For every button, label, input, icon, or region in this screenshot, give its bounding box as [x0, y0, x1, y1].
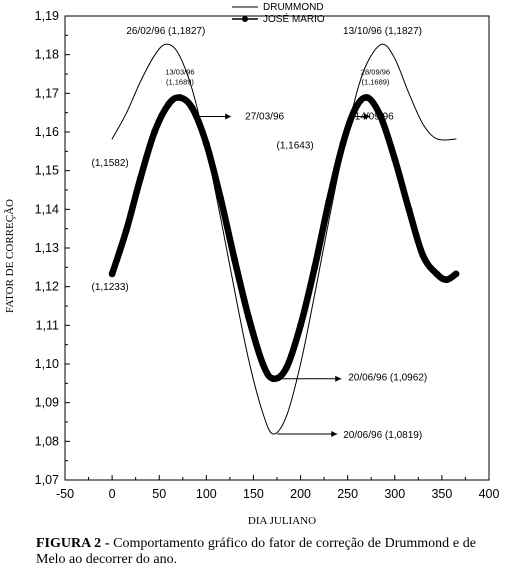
x-tick-label: 100: [196, 487, 217, 501]
data-point: [443, 276, 450, 284]
annotation-label: (1,1233): [91, 282, 128, 293]
annotation-label: 13/10/96 (1,1827): [343, 26, 422, 37]
y-tick-label: 1,17: [35, 86, 59, 100]
annotations: 26/02/96 (1,1827)13/03/96(1,1689)27/03/9…: [91, 26, 427, 441]
legend: DRUMMOND JOSÉ MARIO: [232, 2, 325, 25]
data-point: [202, 140, 210, 148]
data-point: [325, 198, 333, 206]
y-axis: 1,07 1,08 1,09 1,10 1,11 1,12 1,13 1,14 1,15 1,16…: [35, 9, 70, 487]
series-layer: [108, 43, 460, 435]
x-tick-label: 200: [290, 487, 311, 501]
x-tick-label: 150: [243, 487, 264, 501]
caption-text: Comportamento gráfico do fator de correç…: [36, 536, 476, 567]
annotation-label: (1,1582): [91, 158, 128, 169]
annotation-arrowhead: [331, 430, 338, 437]
data-point: [151, 128, 158, 136]
y-tick-label: 1,14: [35, 202, 59, 216]
y-tick-label: 1,08: [35, 434, 59, 448]
legend-label-drummond: DRUMMOND: [263, 2, 324, 13]
data-point: [452, 270, 460, 278]
data-point: [217, 194, 224, 202]
y-tick-label: 1,11: [36, 318, 59, 332]
x-tick-label: 250: [337, 487, 358, 501]
annotation-label: 13/03/96: [165, 68, 194, 77]
annotation-label: 20/06/96 (1,0962): [348, 373, 427, 384]
y-tick-label: 1,16: [35, 125, 59, 139]
data-point: [269, 375, 277, 383]
annotation-arrowhead: [335, 375, 342, 382]
data-point: [419, 252, 427, 260]
x-axis-title: DIA JULIANO: [248, 515, 316, 527]
legend-marker-jose-mario: [242, 16, 248, 22]
data-point: [136, 175, 144, 182]
annotation-label: 26/02/96 (1,1827): [126, 26, 205, 37]
x-axis: -50 0 50 100 150 200 250 300 350 400: [56, 475, 500, 501]
figure-caption: FIGURA 2 - Comportamento gráfico do fato…: [36, 536, 476, 568]
series-line-drummond: [111, 43, 457, 435]
data-point: [339, 140, 347, 148]
annotation-label: 20/06/96 (1,0819): [343, 430, 422, 441]
data-point: [231, 256, 239, 263]
data-point: [377, 113, 385, 120]
annotation-label: (1,1643): [277, 140, 314, 151]
data-point: [245, 314, 253, 321]
y-tick-label: 1,09: [35, 396, 59, 410]
y-tick-label: 1,19: [35, 9, 59, 23]
annotation-label: (1,1689): [361, 78, 389, 87]
y-axis-title: FATOR DE CORREÇÃO: [4, 199, 16, 313]
data-point: [176, 94, 184, 101]
x-tick-label: -50: [56, 487, 74, 501]
x-tick-label: 350: [431, 487, 452, 501]
legend-label-jose-mario: JOSÉ MARIO: [263, 12, 325, 25]
x-tick-label: 400: [479, 487, 500, 501]
data-point: [108, 270, 116, 278]
data-point: [165, 100, 173, 108]
data-point: [364, 94, 371, 101]
chart: DRUMMOND JOSÉ MARIO -50 0 50 100 150 200 250 30…: [4, 2, 500, 527]
y-tick-label: 1,10: [35, 357, 59, 371]
data-point: [391, 155, 399, 163]
x-tick-label: 50: [152, 487, 166, 501]
data-point: [188, 104, 196, 112]
annotation-arrowhead: [225, 113, 232, 120]
data-point: [259, 360, 267, 368]
y-tick-label: 1,15: [35, 164, 59, 178]
data-point: [122, 227, 130, 235]
caption-label: FIGURA 2 -: [36, 536, 110, 551]
data-point: [297, 321, 304, 329]
data-point: [405, 205, 413, 213]
annotation-label: 14/09/96: [355, 112, 394, 123]
data-point: [433, 270, 441, 278]
data-point: [311, 263, 319, 271]
y-tick-label: 1,13: [35, 241, 59, 255]
annotation-arrowhead: [364, 113, 371, 120]
y-tick-label: 1,12: [35, 280, 59, 294]
annotation-label: 27/03/96: [245, 112, 284, 123]
y-tick-label: 1,18: [35, 48, 59, 62]
data-point: [283, 364, 290, 372]
data-point: [351, 105, 359, 113]
x-tick-label: 0: [109, 487, 116, 501]
plot-frame: [64, 15, 490, 481]
annotation-label: (1,1689): [166, 78, 194, 87]
x-tick-label: 300: [384, 487, 405, 501]
annotation-label: 28/09/96: [361, 68, 390, 77]
y-tick-label: 1,07: [35, 473, 59, 487]
